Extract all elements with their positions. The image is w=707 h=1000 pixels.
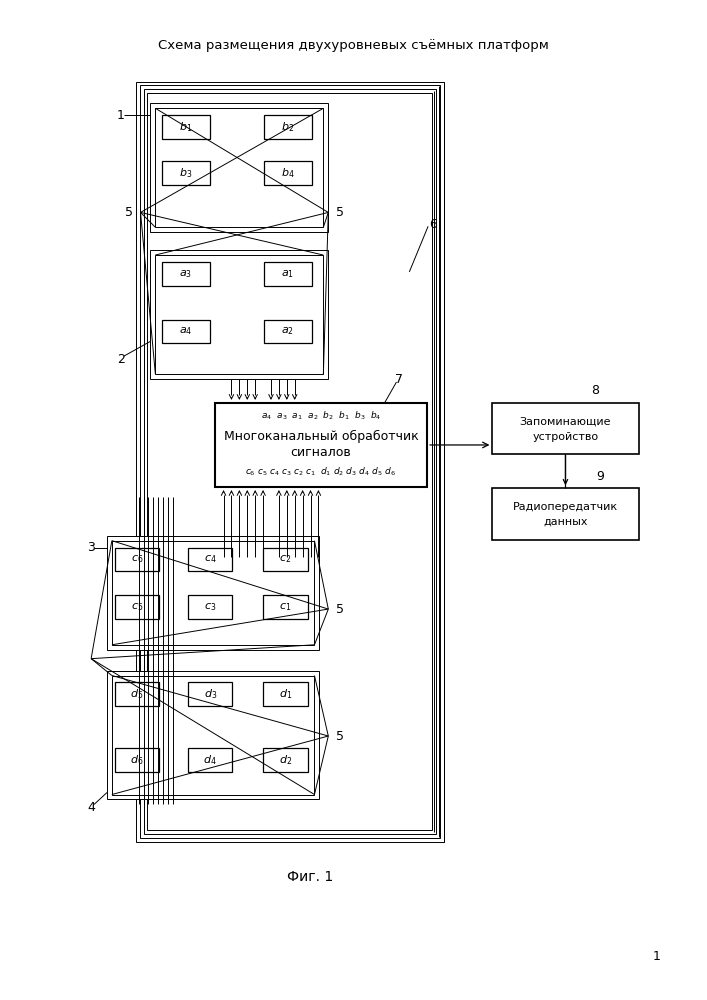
Bar xyxy=(112,676,315,795)
Text: 5: 5 xyxy=(336,206,344,219)
Bar xyxy=(188,748,233,772)
Bar xyxy=(112,541,315,645)
Text: сигналов: сигналов xyxy=(291,446,351,459)
Bar xyxy=(215,403,427,487)
Bar xyxy=(263,682,308,706)
Bar xyxy=(264,161,312,185)
Bar xyxy=(188,548,233,571)
Bar xyxy=(151,250,328,379)
Bar xyxy=(115,748,159,772)
Bar xyxy=(263,748,308,772)
Bar xyxy=(156,255,323,374)
Text: $c_1$: $c_1$ xyxy=(279,601,291,613)
Text: данных: данных xyxy=(543,517,588,527)
Bar xyxy=(151,103,328,232)
Text: $b_3$: $b_3$ xyxy=(180,166,192,180)
Text: 6: 6 xyxy=(429,218,437,231)
Bar xyxy=(144,89,436,834)
Bar xyxy=(107,671,320,799)
Text: $d_4$: $d_4$ xyxy=(204,753,217,767)
Bar xyxy=(492,488,638,540)
Bar xyxy=(139,85,440,838)
Bar xyxy=(264,262,312,286)
Bar xyxy=(163,115,210,139)
Text: Фиг. 1: Фиг. 1 xyxy=(287,870,334,884)
Bar xyxy=(163,161,210,185)
Text: $a_2$: $a_2$ xyxy=(281,326,294,337)
Bar xyxy=(263,595,308,619)
Text: 4: 4 xyxy=(87,801,95,814)
Text: $d_1$: $d_1$ xyxy=(279,687,292,701)
Text: $a_3$: $a_3$ xyxy=(180,268,192,280)
Bar xyxy=(115,548,159,571)
Text: $c_4$: $c_4$ xyxy=(204,554,216,565)
Text: Схема размещения двухуровневых съёмных платформ: Схема размещения двухуровневых съёмных п… xyxy=(158,39,549,52)
Text: 1: 1 xyxy=(117,109,124,122)
Text: $a_4$  $a_3$  $a_1$  $a_2$  $b_2$  $b_1$  $b_3$  $b_4$: $a_4$ $a_3$ $a_1$ $a_2$ $b_2$ $b_1$ $b_3… xyxy=(261,409,381,422)
Text: Радиопередатчик: Радиопередатчик xyxy=(513,502,618,512)
Bar xyxy=(115,595,159,619)
Bar xyxy=(156,108,323,227)
Bar xyxy=(107,536,320,650)
Text: 5: 5 xyxy=(336,730,344,743)
Text: $c_3$: $c_3$ xyxy=(204,601,216,613)
Text: $c_6$ $c_5$ $c_4$ $c_3$ $c_2$ $c_1$  $d_1$ $d_2$ $d_3$ $d_4$ $d_5$ $d_6$: $c_6$ $c_5$ $c_4$ $c_3$ $c_2$ $c_1$ $d_1… xyxy=(245,466,397,478)
Text: $d_5$: $d_5$ xyxy=(130,687,144,701)
Text: $c_5$: $c_5$ xyxy=(131,601,144,613)
Bar xyxy=(264,320,312,343)
Text: $c_6$: $c_6$ xyxy=(131,554,144,565)
Bar xyxy=(136,82,444,842)
Bar xyxy=(492,403,638,454)
Text: $a_4$: $a_4$ xyxy=(180,326,193,337)
Text: $d_2$: $d_2$ xyxy=(279,753,292,767)
Text: $c_2$: $c_2$ xyxy=(279,554,291,565)
Bar xyxy=(263,548,308,571)
Text: 8: 8 xyxy=(591,384,599,397)
Text: $d_6$: $d_6$ xyxy=(130,753,144,767)
Text: 3: 3 xyxy=(87,541,95,554)
Bar xyxy=(148,93,432,830)
Text: $b_4$: $b_4$ xyxy=(281,166,295,180)
Text: 7: 7 xyxy=(395,373,404,386)
Text: 5: 5 xyxy=(124,206,133,219)
Text: 9: 9 xyxy=(596,470,604,483)
Text: $a_1$: $a_1$ xyxy=(281,268,294,280)
Bar xyxy=(115,682,159,706)
Bar xyxy=(188,595,233,619)
Text: $b_2$: $b_2$ xyxy=(281,120,294,134)
Bar xyxy=(264,115,312,139)
Text: Запоминающие: Запоминающие xyxy=(520,417,612,427)
Text: Многоканальный обработчик: Многоканальный обработчик xyxy=(223,430,419,443)
Text: устройство: устройство xyxy=(532,432,599,442)
Bar xyxy=(163,262,210,286)
Bar xyxy=(188,682,233,706)
Text: 5: 5 xyxy=(336,603,344,616)
Text: $b_1$: $b_1$ xyxy=(180,120,192,134)
Bar xyxy=(163,320,210,343)
Text: 2: 2 xyxy=(117,353,124,366)
Text: $d_3$: $d_3$ xyxy=(204,687,217,701)
Text: 1: 1 xyxy=(653,950,660,963)
